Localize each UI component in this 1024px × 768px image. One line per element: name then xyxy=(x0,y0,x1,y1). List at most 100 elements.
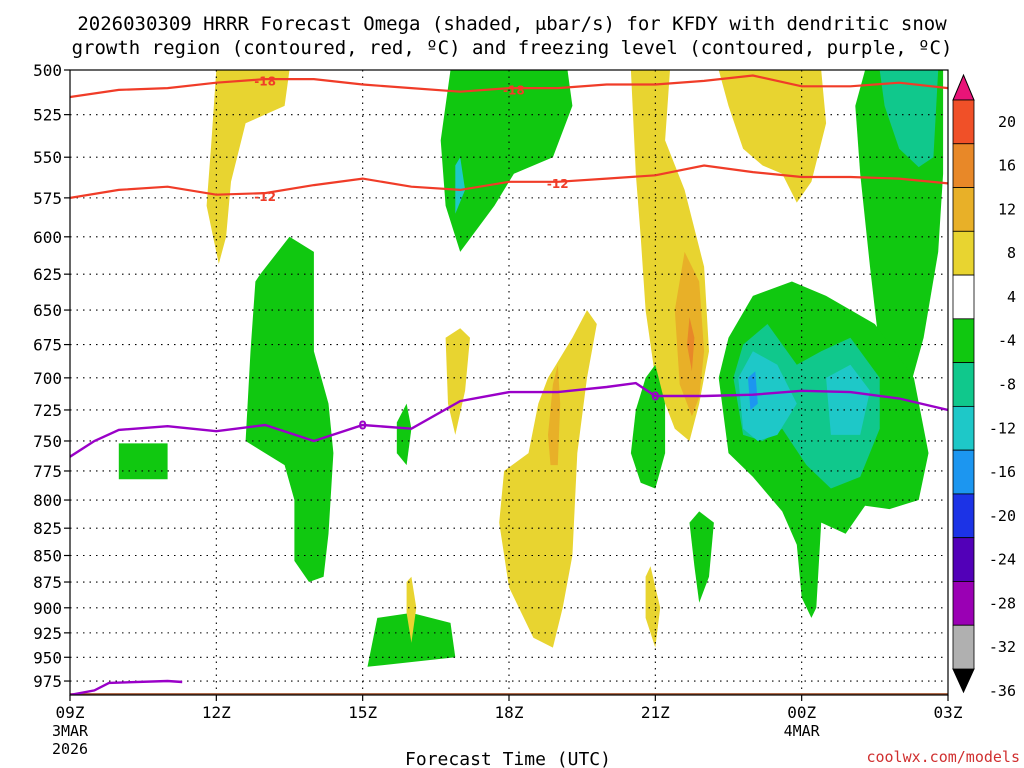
grid xyxy=(70,69,948,695)
dgz-bottom-label-b: -12 xyxy=(547,177,569,191)
colorbar-box-3 xyxy=(952,230,975,276)
dgz-top-label-a: -18 xyxy=(254,74,276,88)
colorbar-label-4: 4 xyxy=(1007,288,1016,306)
dgz-bottom-contour xyxy=(70,164,948,199)
colorbar-box-8 xyxy=(952,449,975,495)
omega-region-7 xyxy=(718,70,827,203)
x-tick-label-12: 21Z xyxy=(641,703,670,722)
colorbar-label-5: -4 xyxy=(998,332,1016,350)
y-tick-label-625: 625 xyxy=(33,265,62,284)
y-tick-label-875: 875 xyxy=(33,573,62,592)
colorbar-box-7 xyxy=(952,405,975,451)
colorbar-box-6 xyxy=(952,362,975,407)
x-tick-label-6: 15Z xyxy=(348,703,377,722)
colorbar-box-2 xyxy=(952,187,975,232)
y-tick-label-750: 750 xyxy=(33,432,62,451)
omega-region-11 xyxy=(548,364,561,466)
omega-region-23 xyxy=(748,371,758,410)
y-axis: 500 525 550 575 600 625 650 675 700 725 750 775 800 8… xyxy=(33,61,70,691)
colorbar-label-6: -8 xyxy=(998,376,1016,394)
chart-title-line1: 2026030309 HRRR Forecast Omega (shaded, … xyxy=(77,13,947,35)
colorbar-box-0 xyxy=(952,99,975,145)
y-tick-label-925: 925 xyxy=(33,624,62,643)
omega-region-12 xyxy=(245,236,334,583)
colorbar-label-1: 16 xyxy=(998,157,1016,175)
terrain xyxy=(70,693,948,695)
y-tick-label-900: 900 xyxy=(33,599,62,618)
y-tick-label-550: 550 xyxy=(33,148,62,167)
contour-labels: -18 -18 -12 -12 0 0 xyxy=(254,74,659,432)
omega-shading xyxy=(118,70,944,667)
colorbar-label-2: 12 xyxy=(998,200,1016,218)
dgz-top-contour xyxy=(70,74,948,99)
colorbar-label-12: -32 xyxy=(989,638,1016,656)
y-tick-label-525: 525 xyxy=(33,106,62,125)
colorbar-box-9 xyxy=(952,493,975,539)
contours xyxy=(70,74,948,695)
y-tick-label-675: 675 xyxy=(33,336,62,355)
freezing-level-lower-contour xyxy=(70,679,183,695)
x-tick-sublabel-15: 4MAR xyxy=(784,722,821,740)
chart-title-line2: growth region (contoured, red, ºC) and f… xyxy=(72,37,953,59)
x-tick-label-15: 00Z xyxy=(787,703,816,722)
colorbar-label-10: -24 xyxy=(989,551,1016,569)
omega-region-24 xyxy=(118,443,168,480)
x-tick-sublabel-0: 3MAR xyxy=(52,722,89,740)
dgz-bottom-label-a: -12 xyxy=(254,190,276,204)
freezing-label-a: 0 xyxy=(358,418,366,432)
x-tick-label-9: 18Z xyxy=(495,703,524,722)
omega-region-2 xyxy=(440,70,573,252)
y-tick-label-700: 700 xyxy=(33,369,62,388)
omega-region-3 xyxy=(455,157,466,214)
colorbar-box-10 xyxy=(952,537,975,582)
freezing-label-b: 0 xyxy=(651,389,659,403)
colorbar-box-5 xyxy=(952,318,975,364)
y-tick-label-575: 575 xyxy=(33,189,62,208)
colorbar-box-4 xyxy=(952,274,975,320)
credit-text[interactable]: coolwx.com/models xyxy=(866,748,1020,766)
omega-region-9 xyxy=(879,70,939,168)
x-tick-label-0: 09Z xyxy=(56,703,85,722)
omega-region-1 xyxy=(206,70,290,264)
y-tick-label-500: 500 xyxy=(33,61,62,80)
x-tick-label-18: 03Z xyxy=(934,703,963,722)
omega-region-10 xyxy=(499,310,597,648)
colorbar-label-3: 8 xyxy=(1007,244,1016,262)
colorbar-label-0: 20 xyxy=(998,113,1016,131)
x-tick-label-3: 12Z xyxy=(202,703,231,722)
colorbar-box-12 xyxy=(952,624,975,670)
y-tick-label-775: 775 xyxy=(33,462,62,481)
y-tick-label-975: 975 xyxy=(33,672,62,691)
omega-region-17 xyxy=(645,566,661,648)
y-tick-label-950: 950 xyxy=(33,648,62,667)
colorbar-box-11 xyxy=(952,581,975,626)
colorbar-box-1 xyxy=(952,143,975,188)
y-tick-label-800: 800 xyxy=(33,491,62,510)
x-axis-title: Forecast Time (UTC) xyxy=(405,749,611,768)
omega-region-22 xyxy=(826,364,870,435)
colorbar-label-7: -12 xyxy=(989,419,1016,437)
colorbar-label-8: -16 xyxy=(989,463,1016,481)
omega-region-13 xyxy=(396,403,412,466)
colorbar-top-arrow xyxy=(952,73,975,101)
terrain-fill xyxy=(70,693,948,695)
x-tick-sublabel2-0: 2026 xyxy=(52,740,88,758)
y-tick-label-725: 725 xyxy=(33,401,62,420)
colorbar-label-13: -36 xyxy=(989,682,1016,700)
y-tick-label-825: 825 xyxy=(33,519,62,538)
colorbar-bottom-arrow xyxy=(952,668,975,694)
omega-region-6 xyxy=(687,317,695,372)
y-tick-label-650: 650 xyxy=(33,301,62,320)
omega-region-18 xyxy=(689,511,714,603)
colorbar-label-9: -20 xyxy=(989,507,1016,525)
colorbar: 20 16 12 8 4 -4 -8 -12 -16 -20 -24 -28 -32 -36 xyxy=(952,73,1016,700)
freezing-level-contour xyxy=(70,381,948,458)
y-tick-label-850: 850 xyxy=(33,546,62,565)
dgz-top-label-b: -18 xyxy=(503,83,525,97)
colorbar-label-11: -28 xyxy=(989,594,1016,612)
omega-region-14 xyxy=(445,328,470,435)
omega-region-16 xyxy=(406,576,417,643)
y-tick-label-600: 600 xyxy=(33,228,62,247)
